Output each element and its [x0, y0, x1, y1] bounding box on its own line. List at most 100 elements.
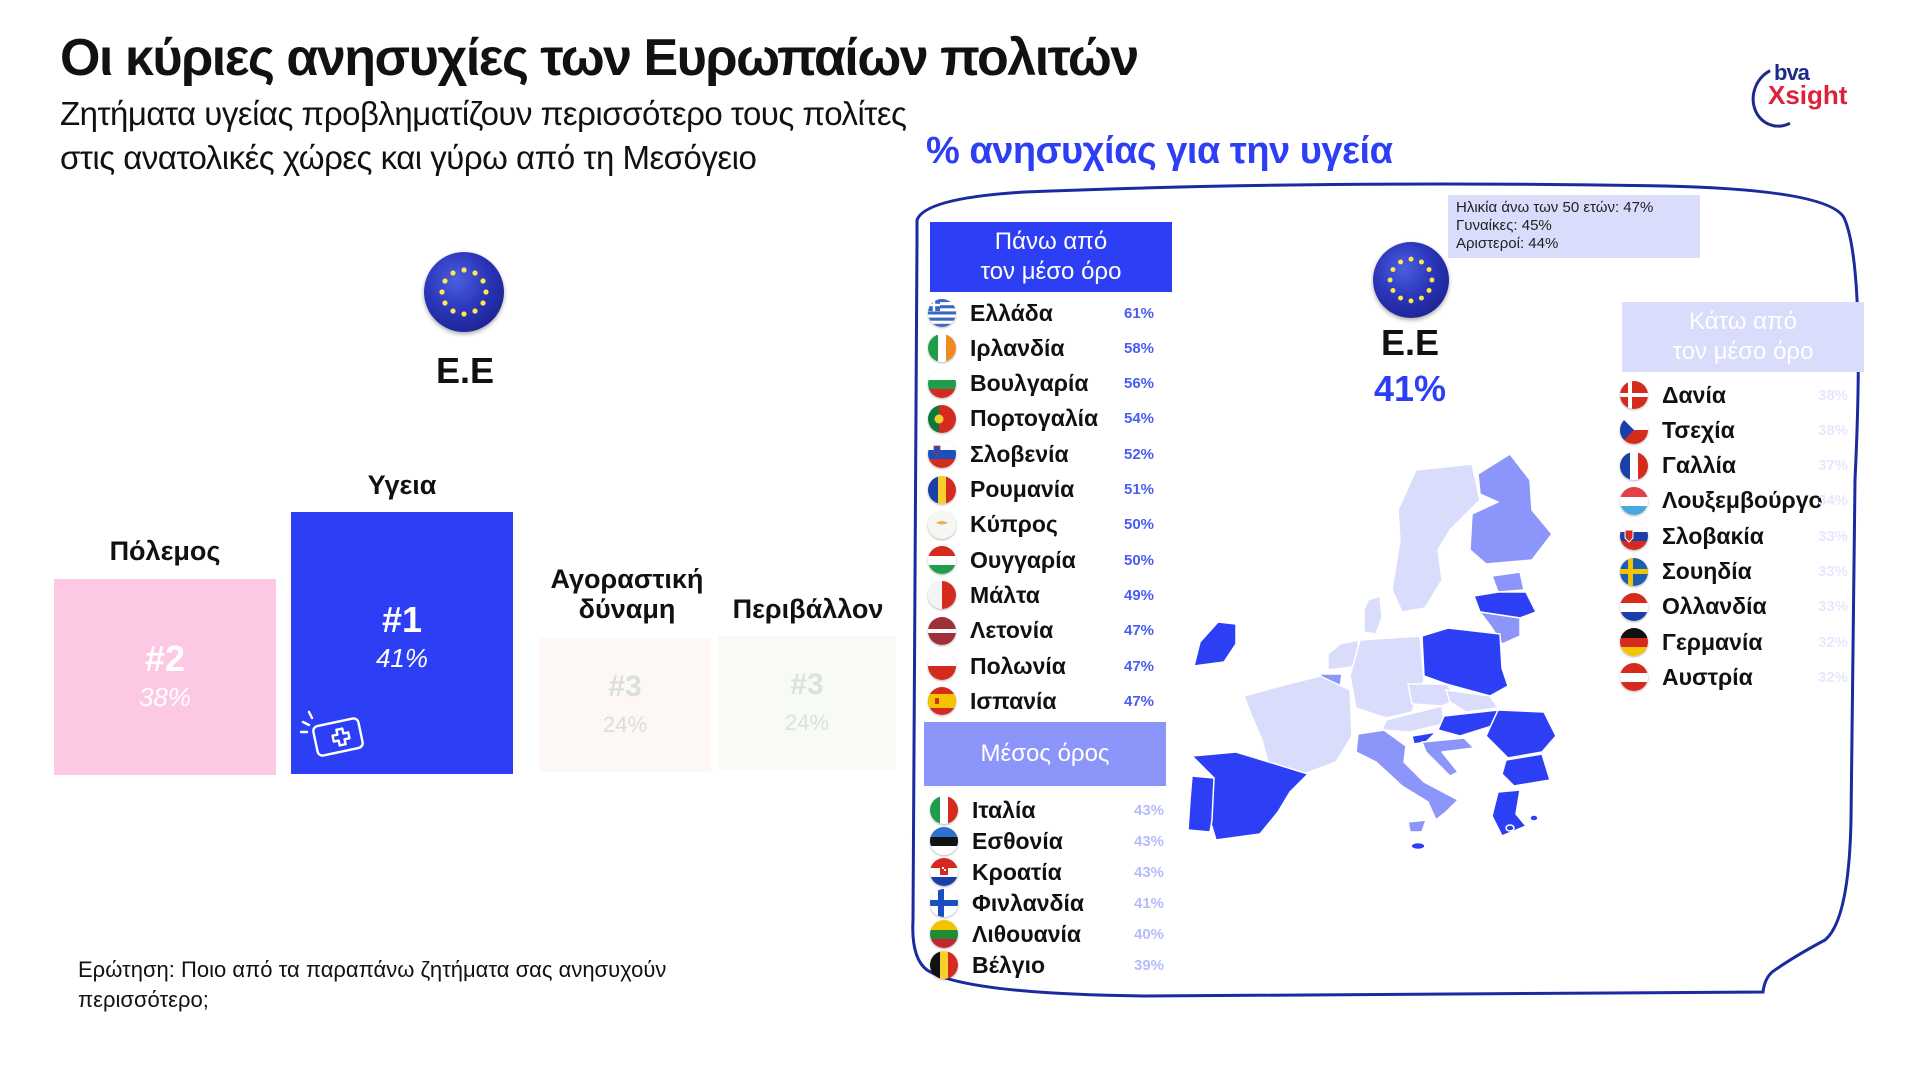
percentage: 24% — [784, 710, 830, 735]
country-name: Ουγγαρία — [970, 546, 1076, 573]
country-value: 38% — [1818, 421, 1849, 439]
country-row: Σουηδία 33% — [1620, 555, 1878, 589]
country-lithuania — [1479, 611, 1521, 645]
country-name: Ιρλανδία — [970, 334, 1065, 361]
country-name: Εσθονία — [972, 827, 1063, 854]
logo-bottom-text: Xsight — [1768, 80, 1848, 110]
eu-flag-icon — [1373, 242, 1449, 318]
country-value: 61% — [1124, 304, 1155, 322]
country-name: Σουηδία — [1662, 558, 1752, 584]
survey-question: Ερώτηση: Ποιο από τα παραπάνω ζητήματα σ… — [78, 955, 666, 1015]
flag-σουηδια-icon — [1620, 557, 1648, 586]
country-value: 51% — [1124, 481, 1155, 498]
country-row: Μάλτα 49% — [928, 578, 1184, 612]
country-row: Ισπανία 47% — [928, 684, 1184, 718]
flag-λουξεμβουργο-icon — [1620, 486, 1648, 515]
country-greece — [1491, 789, 1527, 837]
flag-ολλανδια-icon — [1620, 592, 1648, 621]
country-value: 47% — [1124, 692, 1155, 710]
country-value: 50% — [1124, 551, 1155, 569]
country-row: Αυστρία 32% — [1620, 660, 1878, 694]
country-value: 47% — [1124, 657, 1155, 675]
country-value: 56% — [1124, 375, 1155, 393]
percentage: 38% — [138, 682, 192, 712]
rank: #1 — [381, 599, 423, 640]
country-finland — [1469, 453, 1553, 565]
average-header: Μέσος όρος — [924, 722, 1166, 786]
label-line-2: δύναμη — [578, 594, 676, 624]
subgroup-info-box: Ηλικία άνω των 50 ετών: 47% Γυναίκες: 45… — [1448, 195, 1700, 258]
flag-λετονια-icon — [928, 616, 956, 645]
above-average-header: Πάνω από τον μέσο όρο — [930, 222, 1172, 292]
country-romania — [1485, 709, 1557, 759]
category-tile-purchasing-power: #3 24% — [539, 638, 711, 772]
flag-ελλαδα-icon — [928, 299, 956, 327]
country-value: 37% — [1818, 457, 1849, 475]
country-name: Λιθουανία — [972, 920, 1082, 947]
country-value: 39% — [1134, 956, 1165, 974]
country-row: Κύπρος 50% — [928, 508, 1184, 542]
country-sweden — [1391, 463, 1481, 613]
flag-δανια-icon — [1620, 381, 1648, 409]
page-title: Οι κύριες ανησυχίες των Ευρωπαίων πολιτώ… — [60, 29, 1139, 87]
country-name: Πολωνία — [970, 652, 1066, 679]
header-text: Μέσος όρος — [980, 740, 1110, 767]
country-value: 33% — [1818, 527, 1849, 545]
country-value: 41% — [1134, 894, 1165, 912]
flag-γαλλια-icon — [1620, 451, 1648, 480]
medical-kit-icon — [299, 710, 364, 757]
country-france — [1243, 675, 1353, 775]
flag-ισπανια-icon — [928, 687, 956, 716]
country-row: Γερμανία 32% — [1620, 625, 1878, 659]
country-row: Δανία 38% — [1620, 378, 1878, 412]
country-value: 38% — [1818, 386, 1849, 404]
country-row: Πορτογαλία 54% — [928, 402, 1184, 436]
country-bulgaria — [1501, 753, 1551, 787]
country-name: Βέλγιο — [972, 951, 1046, 978]
country-row: Ιταλία 43% — [930, 793, 1194, 827]
flag-πολωνια-icon — [928, 652, 956, 680]
europe-map — [1187, 453, 1557, 851]
category-label-purchasing-power: Αγοραστική δύναμη — [530, 564, 724, 624]
country-row: Σλοβενία 52% — [928, 437, 1184, 471]
country-row: Λετονία 47% — [928, 614, 1184, 648]
header-line-1: Κάτω από — [1689, 308, 1797, 335]
country-name: Τσεχία — [1662, 416, 1735, 443]
country-name: Γαλλία — [1662, 452, 1737, 479]
header-line-2: τον μέσο όρο — [1672, 338, 1814, 365]
category-label-war: Πόλεμος — [109, 536, 221, 566]
country-value: 43% — [1134, 801, 1165, 819]
flag-σλοβακια-icon — [1620, 522, 1648, 551]
flag-τσεχια-icon — [1620, 416, 1648, 445]
country-name: Σλοβακία — [1662, 522, 1764, 549]
country-name: Ιταλία — [972, 796, 1036, 823]
country-name: Λετονία — [970, 617, 1054, 644]
flag-πορτογαλια-icon — [928, 404, 956, 433]
country-name: Κροατία — [972, 858, 1062, 885]
country-name: Κύπρος — [970, 511, 1058, 538]
country-row: Βέλγιο 39% — [930, 948, 1194, 982]
flag-φινλανδια-icon — [930, 889, 958, 917]
country-estonia — [1491, 571, 1525, 593]
subtitle-line-1: Ζητήματα υγείας προβληματίζουν περισσότε… — [60, 95, 907, 132]
country-name: Πορτογαλία — [970, 405, 1099, 432]
percentage: 41% — [375, 643, 429, 673]
country-row: Τσεχία 38% — [1620, 413, 1878, 447]
country-slovakia — [1445, 689, 1499, 713]
category-tile-health: #1 41% — [291, 512, 513, 774]
country-row: Γαλλία 37% — [1620, 449, 1878, 483]
country-name: Γερμανία — [1662, 628, 1763, 655]
map-title: % ανησυχίας για την υγεία — [926, 130, 1393, 172]
eu-map-label: Ε.Ε — [1380, 322, 1440, 363]
country-name: Ισπανία — [970, 687, 1057, 714]
country-netherlands — [1327, 639, 1361, 671]
country-value: 43% — [1134, 863, 1165, 881]
country-row: Ουγγαρία 50% — [928, 543, 1184, 577]
flag-ρουμανια-icon — [928, 475, 956, 504]
country-ireland — [1193, 621, 1237, 667]
flag-μαλτα-icon — [928, 581, 956, 610]
country-austria — [1381, 705, 1445, 733]
country-value: 47% — [1124, 622, 1155, 640]
category-tile-environment: #3 24% — [718, 636, 896, 770]
category-label-environment: Περιβάλλον — [732, 594, 884, 624]
